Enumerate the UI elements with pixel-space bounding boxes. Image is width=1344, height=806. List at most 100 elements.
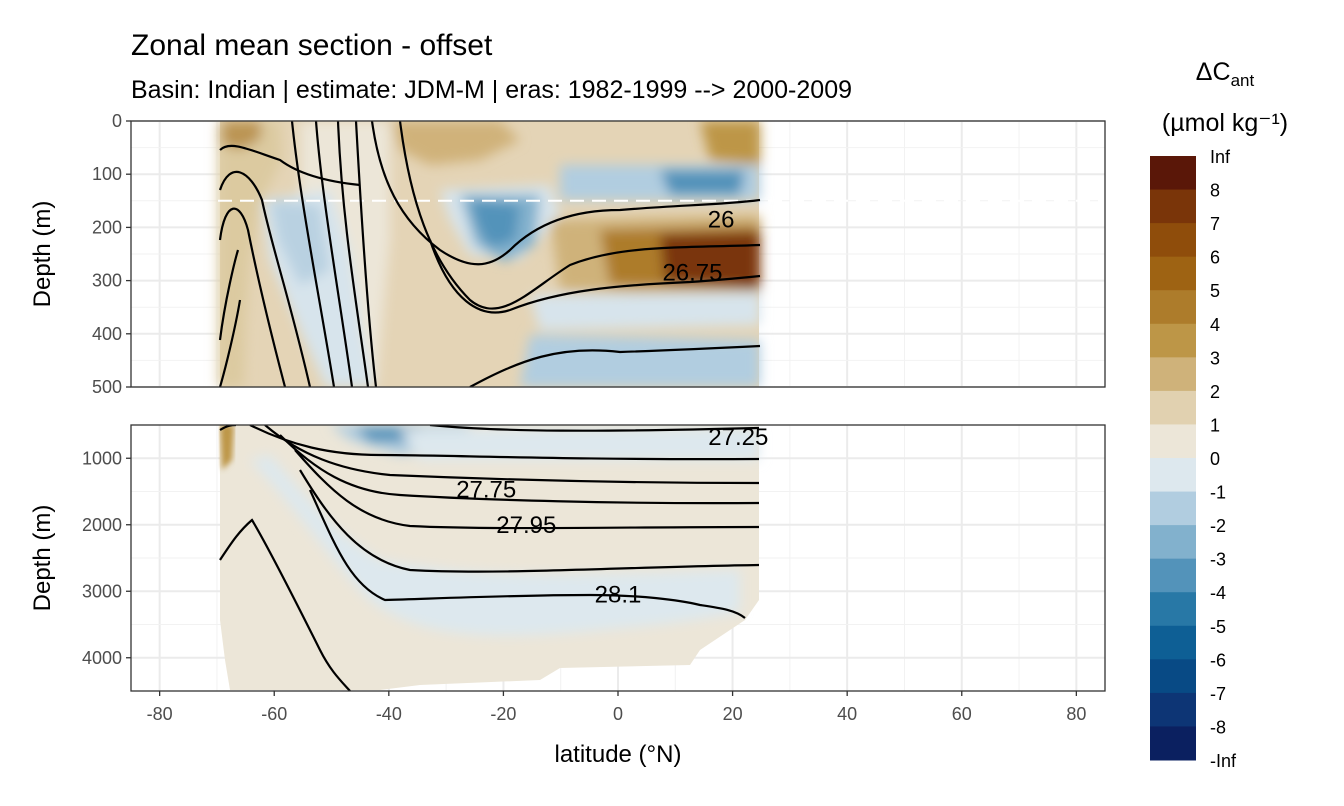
colorbar-swatch [1150, 491, 1196, 526]
colorbar-tick-label: 0 [1210, 449, 1220, 469]
y-tick-label: 1000 [82, 448, 122, 468]
colorbar-swatch [1150, 592, 1196, 627]
x-tick-label: 20 [723, 704, 743, 724]
upper-patch-blue-band [270, 200, 330, 285]
lower-panel-field: 27.25 27.75 27.95 28.1 [219, 424, 768, 691]
x-tick-label: -60 [261, 704, 287, 724]
lower-isopycnal-9 [429, 425, 760, 432]
lower-isopycnal-7 [219, 518, 351, 691]
y-tick-label: 200 [92, 217, 122, 237]
colorbar-tick-label: -1 [1210, 483, 1226, 503]
colorbar-tick-label: 5 [1210, 281, 1220, 301]
x-tick-label: 0 [613, 704, 623, 724]
upper-patch-subsurface-deep-blue [470, 200, 520, 248]
colorbar-swatch [1150, 525, 1196, 560]
lower-panel: 27.25 27.75 27.95 28.1 1000 2000 3000 4000 Dep… [29, 424, 1106, 692]
lower-isopycnal-2 [249, 425, 760, 461]
upper-isopycnals [218, 121, 761, 387]
colorbar-swatch [1150, 357, 1196, 392]
x-axis-label: latitude (°N) [555, 741, 682, 768]
contour-label: 26.75 [662, 260, 722, 287]
colorbar-legend: ΔCant (µmol kg⁻¹) Inf 8 7 6 5 4 3 2 1 0 -1 -2 -3 -4 -5… [1150, 58, 1288, 771]
x-tick-label: 80 [1066, 704, 1086, 724]
colorbar-tick-label: -3 [1210, 550, 1226, 570]
colorbar-tick-label: -8 [1210, 717, 1226, 737]
lower-isopycnals [219, 425, 760, 691]
y-tick-label: 500 [92, 377, 122, 397]
colorbar-swatch [1150, 390, 1196, 425]
upper-isopycnal-13 [469, 344, 761, 387]
upper-y-axis-label: Depth (m) [29, 201, 56, 308]
upper-panel: 26 26.75 0 100 200 300 400 500 Depth (m) [29, 111, 1106, 397]
contour-label: 27.25 [708, 424, 768, 451]
lower-y-axis-ticks: 1000 2000 3000 4000 [82, 448, 131, 668]
upper-panel-border [130, 120, 1106, 388]
colorbar-tick-label: -6 [1210, 650, 1226, 670]
x-tick-label: 60 [952, 704, 972, 724]
upper-patch-north-surface [392, 121, 520, 165]
colorbar-tick-label: -Inf [1210, 751, 1237, 771]
lower-patch-south-brown [220, 425, 234, 470]
colorbar-tick-label: -5 [1210, 617, 1226, 637]
upper-patch-south-brown [218, 121, 282, 387]
colorbar-tick-label: 8 [1210, 181, 1220, 201]
upper-isopycnal-12 [428, 239, 761, 314]
lower-contour-labels: 27.25 27.75 27.95 28.1 [456, 424, 768, 609]
colorbar-tick-label: 7 [1210, 214, 1220, 234]
lower-background-field [220, 425, 759, 690]
upper-panel-field: 26 26.75 [218, 121, 1105, 387]
legend-unit: (µmol kg⁻¹) [1162, 109, 1288, 137]
y-tick-label: 4000 [82, 648, 122, 668]
colorbar-swatch [1150, 659, 1196, 694]
lower-y-axis-label: Depth (m) [29, 505, 56, 612]
colorbar-tick-label: -2 [1210, 516, 1226, 536]
colorbar-swatch [1150, 156, 1196, 191]
chart-title: Zonal mean section - offset [131, 29, 493, 62]
colorbar-tick-label: -4 [1210, 583, 1226, 603]
lower-isopycnal-6 [299, 469, 760, 573]
x-tick-label: 40 [837, 704, 857, 724]
colorbar-tick-label: 2 [1210, 382, 1220, 402]
upper-patch-north-surface-brown [700, 121, 760, 165]
upper-isopycnal-5 [218, 299, 242, 387]
colorbar-tick-label: 6 [1210, 248, 1220, 268]
y-tick-label: 0 [112, 111, 122, 131]
colorbar-tick-label: 1 [1210, 415, 1220, 435]
y-tick-label: 3000 [82, 581, 122, 601]
contour-label: 26 [708, 206, 735, 233]
colorbar-swatches [1150, 156, 1196, 761]
colorbar-tick-label: Inf [1210, 147, 1231, 167]
chart-subtitle: Basin: Indian | estimate: JDM-M | eras: … [131, 76, 852, 104]
legend-title-sub: ant [1231, 71, 1255, 90]
y-tick-label: 2000 [82, 515, 122, 535]
colorbar-tick-label: 4 [1210, 315, 1220, 335]
x-axis-ticks: -80 -60 -40 -20 0 20 40 60 80 [147, 691, 1086, 724]
upper-isopycnal-10 [370, 121, 761, 266]
colorbar-swatch [1150, 424, 1196, 459]
upper-contour-labels: 26 26.75 [662, 206, 734, 286]
upper-isopycnal-3 [218, 207, 287, 387]
x-tick-label: -80 [147, 704, 173, 724]
lower-patch-upper-light [400, 428, 759, 460]
colorbar-tick-label: -7 [1210, 684, 1226, 704]
colorbar-swatch [1150, 558, 1196, 593]
contour-label: 27.95 [496, 512, 556, 539]
upper-isopycnal-1 [219, 144, 361, 187]
upper-patch-lower-light [530, 292, 760, 330]
colorbar-swatch [1150, 458, 1196, 493]
upper-isopycnal-4 [218, 249, 240, 341]
upper-patch-lower-blue [520, 335, 760, 387]
contour-label: 27.75 [456, 477, 516, 504]
upper-y-axis-ticks: 0 100 200 300 400 500 [92, 111, 131, 397]
lower-patch-deep-light [250, 455, 740, 636]
lower-isopycnal-8 [308, 489, 746, 619]
colorbar-swatch [1150, 223, 1196, 258]
colorbar-tick-label: 3 [1210, 348, 1220, 368]
x-tick-label: -20 [490, 704, 516, 724]
lower-isopycnal-5 [294, 449, 760, 530]
upper-isopycnal-11 [398, 121, 761, 310]
colorbar-swatch [1150, 323, 1196, 358]
upper-isopycnal-8 [336, 121, 370, 387]
contour-label: 28.1 [595, 582, 642, 609]
